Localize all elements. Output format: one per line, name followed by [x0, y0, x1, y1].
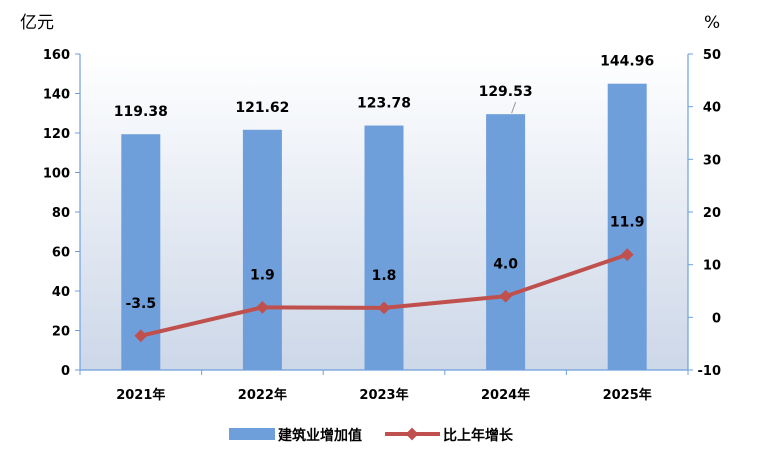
bar-value-label: 123.78	[357, 96, 411, 112]
right-tick-label: 20	[703, 206, 721, 221]
bar	[607, 83, 647, 370]
label-leader-line	[511, 102, 517, 114]
x-tick-label: 2025年	[603, 387, 652, 403]
right-tick-label: 10	[703, 259, 721, 274]
right-tick-label: 0	[712, 311, 721, 326]
growth-value-label: 11.9	[610, 215, 645, 231]
right-tick-label: 40	[703, 101, 721, 116]
right-tick-label: 30	[703, 153, 721, 168]
bar-value-label: 121.62	[235, 100, 289, 116]
x-tick-label: 2022年	[238, 387, 287, 403]
legend-bar-label: 建筑业增加值	[278, 427, 362, 444]
x-axis-ticks: 2021年 2022年 2023年 2024年 2025年	[79, 370, 689, 403]
left-tick-label: 100	[43, 167, 70, 182]
line-marker	[134, 329, 148, 343]
right-axis-ticks: -10 0 10 20 30 40 50	[688, 48, 721, 379]
bar	[242, 129, 282, 370]
line-marker	[256, 300, 269, 314]
bar-value-label: 119.38	[114, 104, 168, 120]
bar-value-label: 144.96	[600, 54, 654, 70]
legend-line-label: 比上年增长	[443, 427, 514, 444]
right-tick-label: -10	[698, 364, 722, 379]
line-marker	[499, 289, 512, 303]
left-tick-label: 140	[43, 88, 70, 103]
x-tick-label: 2021年	[116, 387, 165, 403]
legend: 建筑业增加值 比上年增长	[229, 427, 514, 444]
bar-value-label: 129.53	[479, 84, 533, 100]
right-axis-unit: %	[704, 13, 720, 33]
legend-bar-swatch	[229, 428, 275, 440]
left-axis-ticks: 0 20 40 60 80 100 120 140 160	[43, 48, 80, 379]
left-tick-label: 120	[43, 127, 70, 142]
legend-line-marker	[405, 427, 419, 441]
line-marker	[377, 301, 391, 315]
left-tick-label: 20	[52, 325, 70, 340]
left-tick-label: 160	[43, 48, 70, 63]
data-labels: 119.38 121.62 123.78 129.53 144.96 -3.5 1.9 1.8…	[114, 54, 654, 312]
growth-value-label: 1.9	[250, 267, 275, 283]
bar	[364, 125, 404, 370]
left-tick-label: 0	[61, 364, 70, 379]
x-tick-label: 2023年	[359, 387, 408, 403]
growth-value-label: -3.5	[125, 296, 156, 312]
right-tick-label: 50	[703, 48, 721, 63]
x-tick-label: 2024年	[481, 387, 530, 403]
left-tick-label: 80	[52, 206, 70, 221]
growth-value-label: 1.8	[372, 268, 397, 284]
growth-value-label: 4.0	[493, 256, 518, 272]
bar	[486, 114, 526, 370]
left-tick-label: 60	[52, 246, 70, 261]
line-series	[134, 248, 634, 343]
left-tick-label: 40	[52, 285, 70, 300]
left-axis-unit: 亿元	[20, 13, 54, 33]
bar-series	[121, 83, 647, 370]
